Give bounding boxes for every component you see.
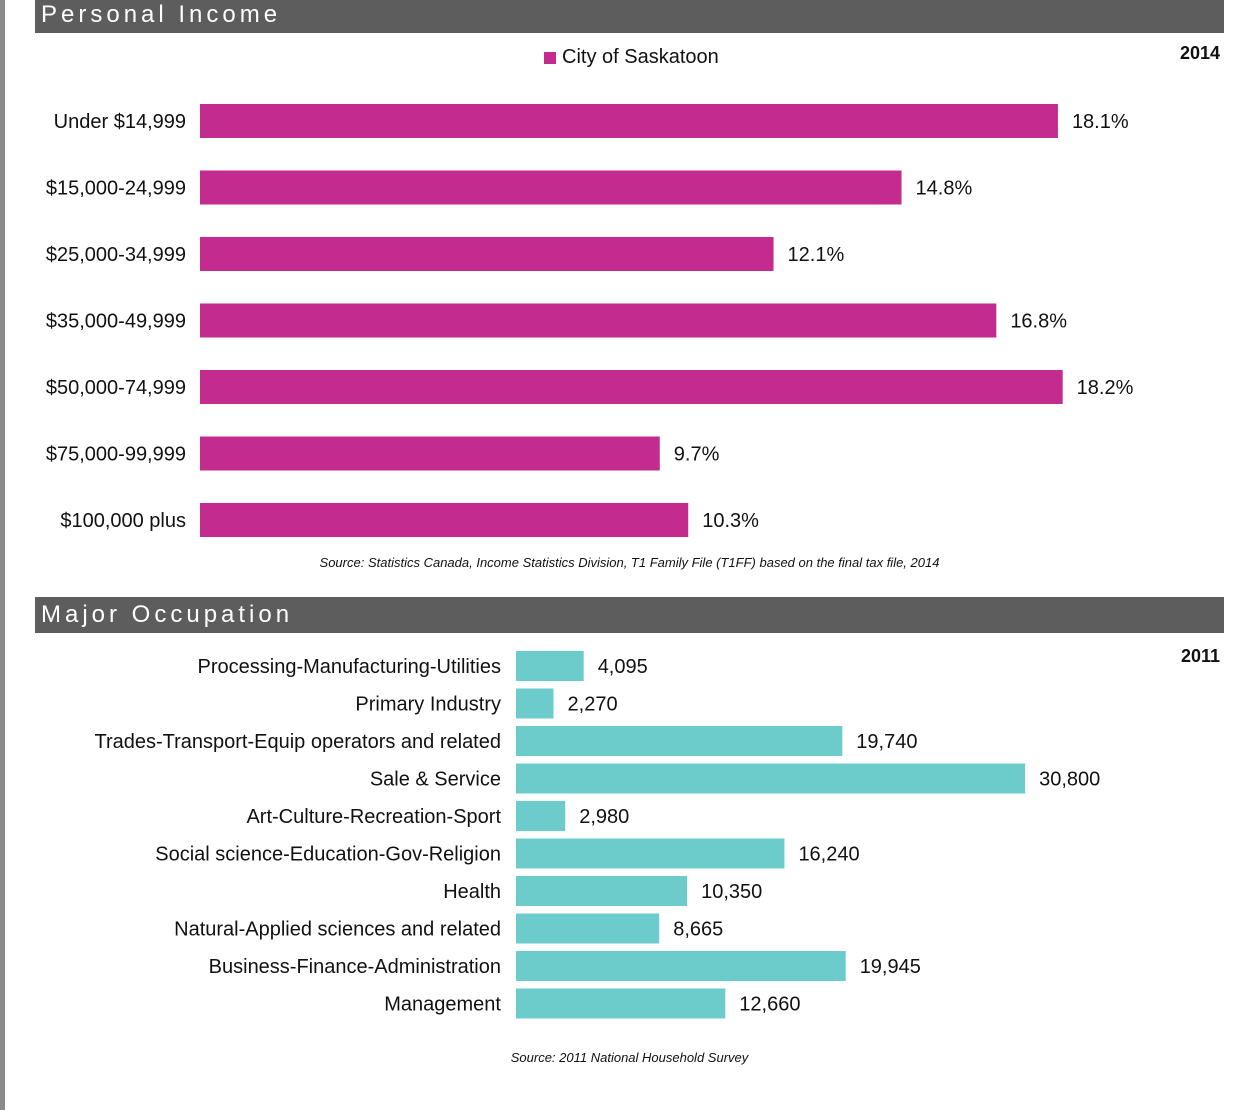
category-label: Under $14,999	[54, 111, 186, 133]
value-label: 12.1%	[788, 244, 845, 266]
value-label: 30,800	[1039, 769, 1100, 791]
category-label: Trades-Transport-Equip operators and rel…	[94, 731, 501, 753]
occupation-source-note: Source: 2011 National Household Survey	[510, 1050, 749, 1065]
occupation-year-label: 2011	[1180, 646, 1220, 666]
bar	[516, 726, 843, 756]
value-label: 9.7%	[674, 444, 720, 466]
value-label: 19,945	[860, 956, 921, 978]
value-label: 18.1%	[1072, 111, 1129, 133]
value-label: 2,270	[568, 694, 618, 716]
bar	[516, 838, 785, 869]
bar	[516, 913, 660, 944]
bar	[516, 801, 566, 831]
bar	[516, 988, 726, 1019]
occupation-bar-chart: Processing-Manufacturing-Utilities 4,095 P…	[94, 651, 1100, 1019]
bar	[516, 651, 584, 681]
value-label: 8,665	[673, 919, 723, 941]
bar	[200, 237, 774, 271]
bar	[516, 951, 846, 981]
value-label: 4,095	[598, 656, 648, 678]
income-legend: City of Saskatoon	[544, 46, 719, 69]
category-label: $75,000-99,999	[46, 444, 186, 466]
legend-swatch	[544, 51, 556, 64]
value-label: 16,240	[798, 844, 859, 866]
value-label: 16.8%	[1010, 311, 1067, 333]
category-label: Natural-Applied sciences and related	[174, 919, 501, 941]
bar	[200, 370, 1063, 404]
category-label: $15,000-24,999	[46, 178, 186, 200]
bar	[200, 303, 997, 338]
income-bar-chart: Under $14,999 18.1% $15,000-24,999 14.8% $25…	[46, 104, 1134, 537]
category-label: Social science-Education-Gov-Religion	[155, 844, 501, 866]
category-label: Business-Finance-Administration	[209, 956, 501, 978]
category-label: Processing-Manufacturing-Utilities	[198, 656, 501, 678]
bar	[200, 436, 660, 471]
bar	[516, 688, 554, 719]
category-label: Health	[443, 881, 501, 903]
income-source-note: Source: Statistics Canada, Income Statis…	[319, 555, 940, 570]
value-label: 14.8%	[916, 178, 973, 200]
bar	[200, 170, 902, 205]
category-label: Primary Industry	[355, 694, 501, 716]
category-label: Sale & Service	[370, 769, 501, 791]
occupation-section-header: Major Occupation	[35, 597, 1224, 633]
value-label: 12,660	[739, 994, 800, 1016]
category-label: Art-Culture-Recreation-Sport	[246, 806, 501, 828]
category-label: $25,000-34,999	[46, 244, 186, 266]
bar	[200, 104, 1058, 138]
value-label: 18.2%	[1077, 377, 1134, 399]
category-label: $50,000-74,999	[46, 377, 186, 399]
bar	[200, 503, 689, 537]
income-section-header: Personal Income	[35, 0, 1224, 33]
income-year-label: 2014	[1179, 43, 1220, 63]
category-label: Management	[384, 994, 501, 1016]
value-label: 10,350	[701, 881, 762, 903]
category-label: $35,000-49,999	[46, 311, 186, 333]
legend-label: City of Saskatoon	[562, 46, 719, 68]
bar	[516, 876, 688, 906]
category-label: $100,000 plus	[60, 510, 186, 532]
bar	[516, 763, 1026, 794]
value-label: 19,740	[856, 731, 917, 753]
value-label: 10.3%	[702, 510, 759, 532]
page-left-rule	[0, 0, 5, 1110]
value-label: 2,980	[579, 806, 629, 828]
